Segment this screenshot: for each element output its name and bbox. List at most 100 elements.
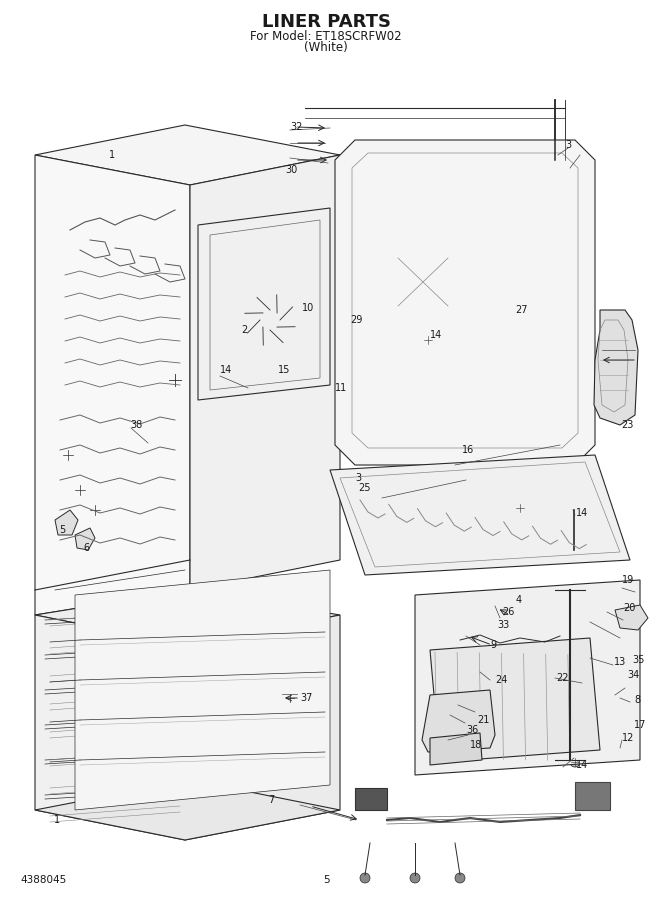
Polygon shape: [415, 580, 640, 775]
Text: 32: 32: [290, 122, 303, 132]
Bar: [115, 370, 150, 395]
Text: 16: 16: [462, 445, 474, 455]
Polygon shape: [185, 615, 340, 840]
Polygon shape: [335, 140, 595, 465]
Text: 8: 8: [634, 695, 640, 705]
Polygon shape: [35, 615, 185, 840]
Text: 22: 22: [556, 673, 569, 683]
Ellipse shape: [568, 686, 612, 704]
Text: 17: 17: [634, 720, 646, 730]
Bar: [435, 648, 490, 680]
Circle shape: [410, 873, 420, 883]
Text: 20: 20: [623, 603, 636, 613]
Circle shape: [88, 503, 102, 517]
Text: 15: 15: [278, 365, 290, 375]
Bar: [165, 234, 175, 242]
Polygon shape: [190, 155, 340, 590]
Bar: [95, 236, 105, 244]
Text: 19: 19: [622, 575, 634, 585]
Bar: [455, 630, 475, 644]
Circle shape: [510, 590, 530, 610]
Circle shape: [570, 757, 580, 767]
Text: 1: 1: [109, 150, 115, 160]
Text: 5: 5: [59, 525, 65, 535]
Circle shape: [582, 594, 618, 630]
Text: 3: 3: [565, 140, 571, 150]
Circle shape: [455, 873, 465, 883]
Circle shape: [61, 448, 75, 462]
Polygon shape: [75, 528, 95, 550]
Bar: [355, 788, 387, 810]
Text: For Model: ET18SCRFW02: For Model: ET18SCRFW02: [250, 30, 402, 42]
Polygon shape: [430, 638, 600, 762]
Text: 23: 23: [621, 420, 634, 430]
Text: 5: 5: [323, 875, 329, 885]
Circle shape: [73, 483, 87, 497]
Polygon shape: [430, 733, 482, 765]
Text: 3: 3: [355, 473, 361, 483]
Text: 6: 6: [84, 543, 90, 553]
Text: 18: 18: [470, 740, 482, 750]
Bar: [469, 599, 477, 614]
Bar: [482, 599, 490, 614]
Text: 27: 27: [515, 305, 527, 315]
Bar: [440, 650, 485, 675]
Text: 21: 21: [477, 715, 490, 725]
Text: 14: 14: [220, 365, 232, 375]
Text: 4388045: 4388045: [20, 875, 67, 885]
Circle shape: [576, 646, 604, 674]
Bar: [575, 782, 610, 810]
Polygon shape: [35, 780, 340, 840]
Text: 4: 4: [516, 595, 522, 605]
Bar: [140, 228, 150, 236]
Bar: [456, 599, 464, 614]
Text: 37: 37: [300, 693, 312, 703]
Polygon shape: [75, 570, 330, 810]
Polygon shape: [35, 155, 190, 615]
Polygon shape: [615, 605, 648, 630]
Polygon shape: [55, 510, 78, 535]
Polygon shape: [594, 310, 638, 425]
Text: 29: 29: [350, 315, 363, 325]
Bar: [450, 592, 495, 620]
Text: 38: 38: [130, 420, 142, 430]
Polygon shape: [422, 690, 495, 752]
Ellipse shape: [614, 685, 636, 695]
Text: 13: 13: [614, 657, 627, 667]
Text: 24: 24: [495, 675, 507, 685]
Text: 35: 35: [632, 655, 644, 665]
Text: LINER PARTS: LINER PARTS: [261, 13, 391, 31]
Text: 34: 34: [627, 670, 639, 680]
Circle shape: [423, 335, 433, 345]
Text: 25: 25: [358, 483, 370, 493]
Bar: [390, 250, 455, 310]
Text: 2: 2: [242, 325, 248, 335]
Text: 9: 9: [490, 640, 496, 650]
Polygon shape: [198, 208, 330, 400]
Circle shape: [425, 332, 435, 342]
Text: 7: 7: [268, 795, 274, 805]
Text: 14: 14: [576, 760, 588, 770]
Text: 14: 14: [430, 330, 442, 340]
Circle shape: [163, 368, 187, 392]
Circle shape: [568, 549, 580, 561]
Text: 30: 30: [285, 165, 297, 175]
Polygon shape: [330, 455, 630, 575]
Polygon shape: [35, 590, 340, 645]
Text: 12: 12: [622, 733, 634, 743]
Text: 11: 11: [335, 383, 348, 393]
Circle shape: [515, 503, 525, 513]
Text: 1: 1: [54, 815, 60, 825]
Circle shape: [232, 282, 308, 358]
Text: 26: 26: [502, 607, 514, 617]
Text: 14: 14: [576, 508, 588, 518]
Polygon shape: [35, 125, 340, 185]
Circle shape: [360, 873, 370, 883]
Text: 10: 10: [302, 303, 314, 313]
Circle shape: [262, 312, 278, 328]
Text: (White): (White): [304, 41, 348, 55]
Circle shape: [282, 690, 298, 706]
Circle shape: [553, 151, 567, 165]
Bar: [398, 256, 448, 304]
Text: 33: 33: [497, 620, 509, 630]
